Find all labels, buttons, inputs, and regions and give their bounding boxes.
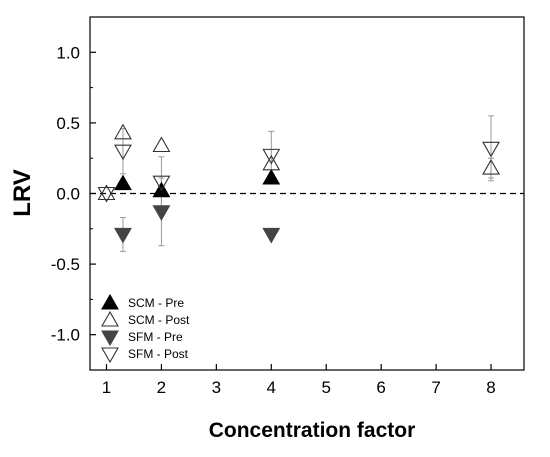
x-tick-label: 2 — [157, 378, 166, 397]
y-tick-label: -0.5 — [51, 255, 80, 274]
data-point-series-3 — [482, 141, 500, 158]
data-point-series-0 — [114, 174, 132, 191]
legend-marker — [101, 310, 119, 327]
y-tick-label: 0.0 — [56, 185, 80, 204]
data-point-series-3 — [97, 186, 116, 203]
y-tick-label: -1.0 — [51, 326, 80, 345]
x-tick-label: 7 — [431, 378, 440, 397]
data-point-series-3 — [152, 175, 171, 192]
x-tick-label: 1 — [102, 378, 111, 397]
y-tick-label: 0.5 — [56, 114, 80, 133]
legend-marker — [101, 293, 119, 310]
axis-ticks: 1 2 3 4 5 6 7 8 1.0 0.5 0.0 -0.5 -1.0 — [51, 16, 496, 397]
legend-label: SFM - Post — [128, 347, 189, 361]
data-point-series-2 — [114, 227, 132, 244]
data-point-series-2 — [152, 205, 171, 221]
data-markers — [97, 123, 500, 244]
x-tick-label: 8 — [486, 378, 495, 397]
legend-marker — [101, 347, 119, 364]
x-tick-label: 4 — [267, 378, 276, 397]
x-tick-label: 5 — [321, 378, 330, 397]
y-tick-label: 1.0 — [56, 43, 80, 62]
data-point-series-1 — [97, 184, 116, 201]
legend-label: SFM - Pre — [128, 330, 183, 344]
legend-marker — [101, 330, 119, 347]
data-point-series-1 — [152, 136, 171, 153]
y-axis-title: LRV — [9, 169, 36, 217]
data-point-series-3 — [262, 148, 281, 165]
data-point-series-3 — [114, 144, 132, 161]
x-tick-label: 6 — [376, 378, 385, 397]
data-point-series-0 — [262, 168, 281, 185]
data-point-series-1 — [114, 123, 132, 140]
error-bars — [119, 115, 495, 252]
data-point-series-1 — [482, 158, 500, 175]
x-tick-label: 3 — [212, 378, 221, 397]
legend: SCM - Pre SCM - Post SFM - Pre SFM - Post — [101, 293, 190, 364]
legend-label: SCM - Post — [128, 313, 190, 327]
legend-label: SCM - Pre — [128, 296, 184, 310]
data-point-series-2 — [262, 227, 281, 244]
x-axis-title: Concentration factor — [209, 419, 416, 442]
data-point-series-1 — [262, 154, 281, 171]
